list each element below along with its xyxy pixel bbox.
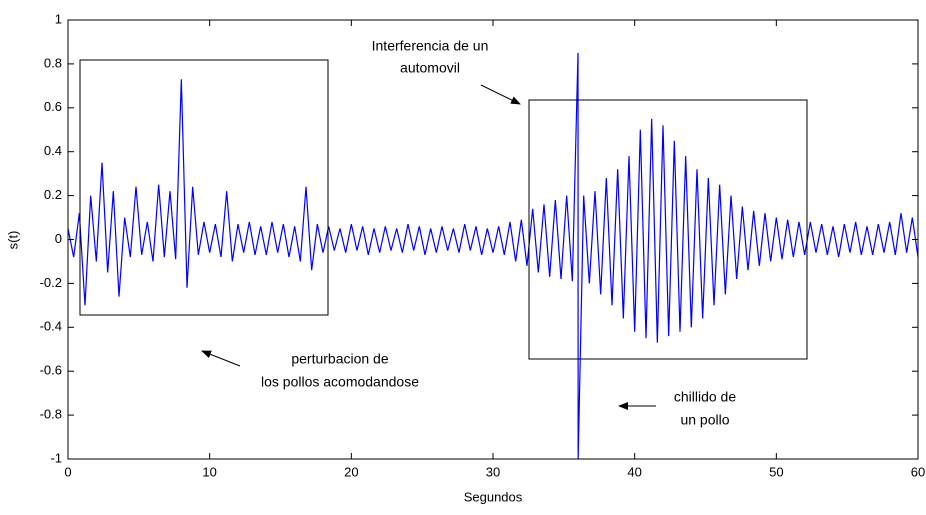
annotation: Interferencia de un [372, 38, 489, 54]
y-tick-label: 1 [55, 11, 62, 26]
y-tick-label: 0.6 [44, 99, 62, 114]
annotation-box [79, 59, 329, 316]
y-tick-label: -0.6 [40, 363, 62, 378]
y-tick-label: -1 [50, 450, 62, 465]
x-axis-label: Segundos [464, 489, 523, 504]
y-axis-label: s(t) [5, 231, 20, 250]
annotation: chillido de [674, 389, 736, 405]
arrow [480, 84, 521, 105]
y-tick-label: 0.4 [44, 143, 62, 158]
x-tick-label: 30 [486, 464, 500, 479]
y-tick-label: 0 [55, 231, 62, 246]
x-tick-label: 0 [64, 464, 71, 479]
annotation: automovil [400, 60, 460, 76]
plot-area [68, 20, 918, 459]
x-tick-label: 10 [202, 464, 216, 479]
x-tick-label: 50 [769, 464, 783, 479]
y-tick-label: -0.4 [40, 319, 62, 334]
x-tick-label: 40 [627, 464, 641, 479]
annotation-box [528, 99, 808, 360]
signal-line [67, 52, 919, 460]
arrow [201, 350, 241, 367]
annotation: un pollo [680, 412, 729, 428]
annotation: los pollos acomodandose [261, 374, 419, 390]
y-tick-label: -0.2 [40, 275, 62, 290]
x-tick-label: 20 [344, 464, 358, 479]
y-tick-label: 0.8 [44, 55, 62, 70]
y-tick-label: -0.8 [40, 407, 62, 422]
y-tick-label: 0.2 [44, 187, 62, 202]
annotation: perturbacion de [291, 351, 389, 367]
x-tick-label: 60 [911, 464, 925, 479]
